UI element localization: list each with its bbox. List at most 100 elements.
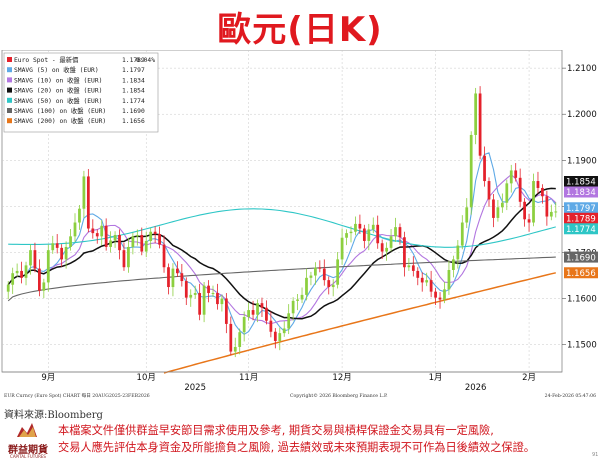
candle-body [153, 231, 157, 235]
ma-line-200 [163, 272, 556, 374]
candle [149, 228, 153, 249]
candle [318, 260, 322, 273]
candle [492, 193, 495, 228]
candle-body [193, 293, 197, 295]
candle [180, 264, 184, 287]
candle [523, 198, 526, 227]
candle [305, 268, 308, 301]
legend-swatch [7, 77, 12, 83]
candle [113, 231, 117, 248]
candle-body [429, 280, 433, 292]
legend-entry: SMAVG (10) on 收盤 (EUR) 1.1834 [7, 75, 145, 84]
candle [438, 292, 442, 309]
candle-body [362, 228, 366, 241]
candle [256, 299, 259, 323]
candle [135, 229, 139, 246]
candle-body [287, 313, 291, 329]
candle [416, 267, 420, 286]
candle [131, 232, 135, 255]
candle-body [247, 310, 250, 317]
candle [109, 231, 112, 253]
candle [229, 316, 233, 356]
candle-body [367, 229, 371, 241]
candle [64, 241, 68, 269]
value-tag: 1.1789 [564, 212, 598, 224]
candle-body [202, 285, 206, 315]
candle-body [300, 294, 304, 300]
candle-body [122, 250, 126, 268]
candle-body [438, 297, 442, 300]
candle [118, 229, 121, 260]
candle [443, 281, 446, 304]
candle-body [64, 246, 68, 260]
candle [153, 226, 157, 244]
candle [33, 242, 37, 273]
candle [38, 259, 41, 297]
value-tag: 1.1834 [564, 186, 598, 198]
candle-body [443, 289, 446, 300]
candle [545, 190, 549, 226]
candle [456, 240, 460, 269]
candle-body [260, 303, 264, 308]
candle [541, 184, 544, 204]
candle [354, 216, 357, 236]
candle-body [385, 247, 388, 252]
candle-body [6, 284, 10, 292]
value-tag-bg [564, 202, 598, 214]
legend-entry: SMAVG (100) on 收盤 (EUR) 1.1690 [7, 106, 145, 115]
ma-line-50 [8, 208, 556, 248]
candle [460, 215, 464, 250]
candle [362, 224, 366, 249]
candle-body [127, 246, 130, 268]
value-tag-bg [564, 267, 598, 279]
legend-label: SMAVG (100) on 收盤 (EUR) [14, 106, 106, 115]
source-label: 資料來源:Bloomberg [4, 410, 103, 421]
candlesticks [6, 86, 558, 358]
candle [242, 311, 246, 342]
x-tick-label: 10月 [137, 373, 156, 383]
legend-label: SMAVG (50) on 收盤 (EUR) [14, 96, 102, 105]
y-tick-label: 1.2100 [567, 64, 597, 74]
legend-label: Euro Spot - 最新價 [14, 55, 79, 64]
candle [452, 255, 455, 278]
candle-body [371, 224, 375, 230]
candle [429, 270, 433, 298]
value-tag-label: 1.1789 [566, 214, 596, 224]
candle-body [104, 225, 108, 247]
x-axis: 9月 10月 11月 12月 1月 2月 2025 2026 [2, 371, 562, 393]
ma-line-20 [7, 187, 556, 320]
candle [474, 87, 478, 145]
candle [336, 252, 340, 289]
candle-body [140, 234, 144, 252]
legend-entry: SMAVG (50) on 收盤 (EUR) 1.1774 [7, 96, 145, 105]
candle [176, 261, 179, 277]
legend-swatch [7, 57, 12, 62]
candle-body [492, 199, 495, 218]
candle [309, 271, 313, 286]
ma-line-10 [7, 173, 557, 325]
chart-footer-left: EUR Curncy (Euro Spot) CHART 每日 20AUG202… [4, 392, 150, 399]
candle-body [327, 280, 331, 288]
candle [104, 218, 108, 251]
candle-body [51, 243, 55, 251]
candle-body [109, 240, 112, 247]
candle [398, 223, 402, 245]
candle [184, 277, 188, 306]
candle-body [532, 181, 535, 223]
candle-body [336, 259, 340, 285]
candle-body [411, 265, 415, 271]
candle [158, 226, 161, 249]
legend-label: SMAVG (5) on 收盤 (EUR) [14, 65, 99, 74]
legend-swatch [7, 108, 12, 113]
candle-body [220, 298, 224, 305]
candle [389, 228, 393, 252]
candle-body [474, 93, 478, 135]
candle [220, 294, 224, 312]
value-tag: 1.1854 [564, 176, 598, 188]
candle-body [167, 267, 170, 288]
candle-body [11, 273, 15, 285]
candle [247, 302, 250, 321]
candle [478, 86, 482, 160]
candle [24, 261, 28, 286]
candle [367, 223, 371, 251]
